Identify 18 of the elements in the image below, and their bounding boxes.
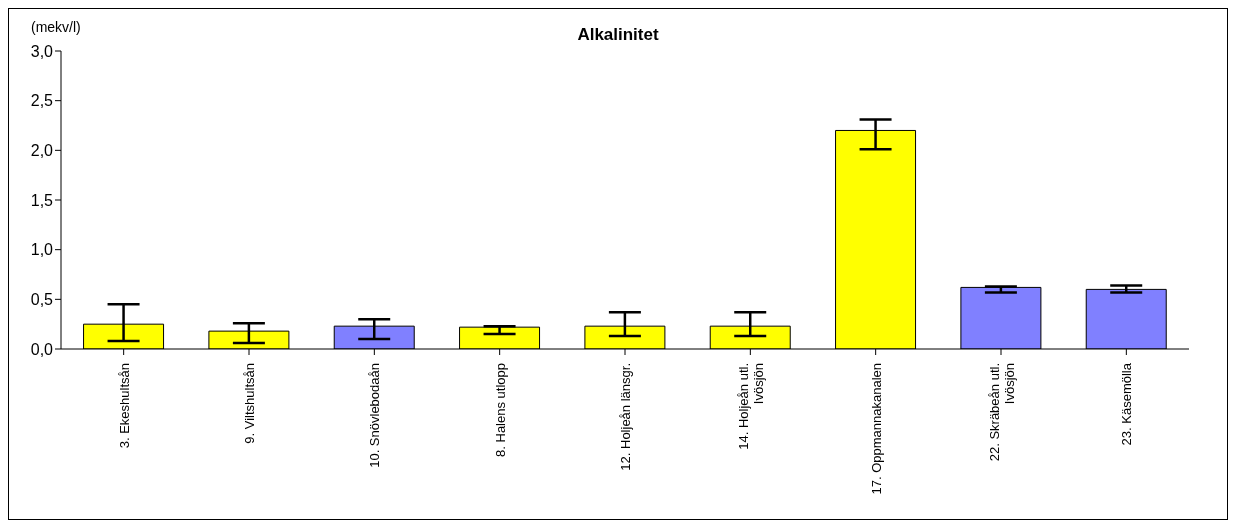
- chart-title: Alkalinitet: [577, 25, 659, 44]
- y-tick-label: 2,5: [30, 92, 54, 110]
- x-tick-label: 3. Ekeshultsån: [116, 363, 132, 449]
- x-tick-label: 9. Viltshultsån: [242, 363, 257, 444]
- y-axis-title: (mekv/l): [31, 19, 81, 35]
- y-tick-label: 1,0: [30, 241, 54, 259]
- x-tick-label: 22. Skräbeån utl. Ivösjön: [986, 363, 1017, 462]
- x-tick-label: 12. Holjeån länsgr.: [618, 363, 633, 471]
- y-tick-label: 2,0: [30, 142, 54, 160]
- x-tick-label: 17. Oppmannakanalen: [868, 363, 884, 495]
- x-tick-label: 10. Snövlebodaån: [367, 363, 383, 468]
- y-tick-label: 3,0: [30, 42, 54, 60]
- x-tick-label: 23. Käsemölla: [1119, 362, 1135, 446]
- y-tick-label: 0,0: [30, 340, 54, 358]
- x-tick-label: 8. Halens utlopp: [492, 363, 508, 457]
- y-tick-label: 1,5: [30, 191, 54, 209]
- y-tick-label: 0,5: [30, 291, 54, 309]
- x-tick-label: 14. Holjeån utl. Ivösjön: [735, 363, 766, 450]
